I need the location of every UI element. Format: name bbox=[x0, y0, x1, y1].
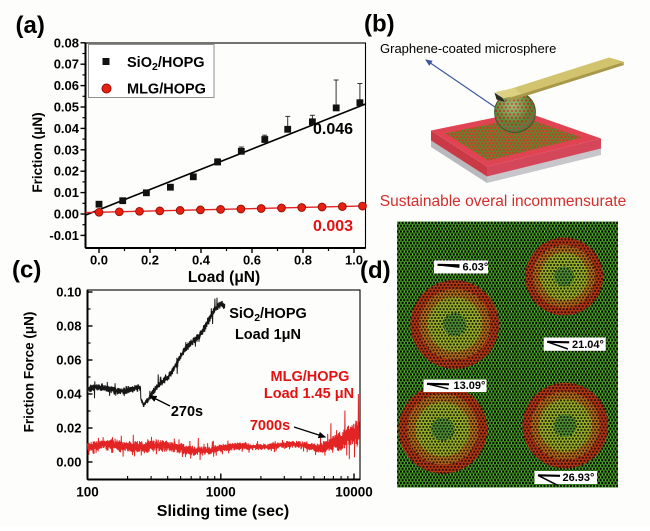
svg-text:-0.01: -0.01 bbox=[49, 228, 79, 243]
svg-text:MLG/HOPG: MLG/HOPG bbox=[127, 82, 206, 98]
svg-text:Sliding time (sec): Sliding time (sec) bbox=[157, 503, 289, 520]
svg-text:Load 1.45 μN: Load 1.45 μN bbox=[264, 386, 354, 402]
svg-text:(b): (b) bbox=[364, 11, 395, 38]
svg-text:0.2: 0.2 bbox=[141, 253, 159, 268]
svg-text:0.10: 0.10 bbox=[56, 285, 81, 300]
svg-text:Load 1μN: Load 1μN bbox=[235, 327, 301, 343]
svg-text:0.05: 0.05 bbox=[54, 100, 79, 115]
svg-text:0.01: 0.01 bbox=[54, 185, 79, 200]
svg-text:6.03°: 6.03° bbox=[463, 262, 489, 274]
svg-text:0.046: 0.046 bbox=[313, 121, 353, 138]
svg-text:Friction (μN): Friction (μN) bbox=[30, 112, 45, 192]
svg-text:0.0: 0.0 bbox=[90, 253, 108, 268]
svg-text:0.08: 0.08 bbox=[56, 319, 81, 334]
svg-text:0.6: 0.6 bbox=[243, 253, 261, 268]
svg-text:0.003: 0.003 bbox=[313, 218, 353, 235]
svg-text:7000s: 7000s bbox=[250, 418, 290, 434]
svg-text:0.4: 0.4 bbox=[192, 253, 211, 268]
svg-text:0.02: 0.02 bbox=[54, 164, 79, 179]
svg-text:Sustainable overal incommensur: Sustainable overal incommensurate bbox=[380, 193, 626, 210]
svg-text:21.04°: 21.04° bbox=[572, 339, 604, 351]
svg-text:0.08: 0.08 bbox=[54, 35, 79, 50]
svg-text:0.8: 0.8 bbox=[294, 253, 312, 268]
svg-text:Graphene-coated microsphere: Graphene-coated microsphere bbox=[380, 41, 556, 56]
svg-text:0.03: 0.03 bbox=[54, 142, 79, 157]
svg-text:0.04: 0.04 bbox=[56, 387, 82, 402]
svg-text:0.00: 0.00 bbox=[54, 207, 79, 222]
svg-text:SiO2/HOPG: SiO2/HOPG bbox=[229, 306, 307, 324]
svg-text:0.06: 0.06 bbox=[56, 353, 81, 368]
svg-text:270s: 270s bbox=[171, 404, 203, 420]
svg-text:Friction Force (μN): Friction Force (μN) bbox=[22, 312, 37, 433]
svg-text:Load (μN): Load (μN) bbox=[188, 269, 260, 286]
svg-text:(a): (a) bbox=[16, 12, 45, 39]
svg-text:100: 100 bbox=[76, 485, 99, 500]
svg-text:1000: 1000 bbox=[206, 485, 236, 500]
svg-text:10000: 10000 bbox=[335, 485, 373, 500]
svg-text:0.06: 0.06 bbox=[54, 78, 79, 93]
svg-text:1.0: 1.0 bbox=[345, 253, 363, 268]
svg-text:26.93°: 26.93° bbox=[563, 472, 595, 484]
svg-text:SiO2/HOPG: SiO2/HOPG bbox=[127, 55, 205, 73]
svg-text:0.02: 0.02 bbox=[56, 421, 81, 436]
svg-text:0.04: 0.04 bbox=[54, 121, 80, 136]
svg-text:0.00: 0.00 bbox=[56, 455, 81, 470]
svg-text:MLG/HOPG: MLG/HOPG bbox=[271, 369, 350, 385]
svg-text:(c): (c) bbox=[12, 257, 41, 284]
svg-text:(d): (d) bbox=[360, 257, 391, 284]
svg-text:0.07: 0.07 bbox=[54, 57, 79, 72]
svg-text:13.09°: 13.09° bbox=[454, 380, 486, 392]
